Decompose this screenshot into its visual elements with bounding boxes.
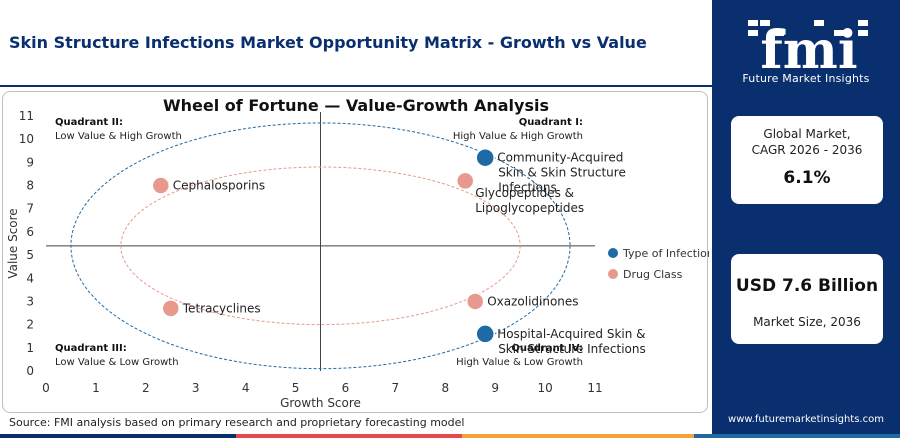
y-tick-label-0: 0 xyxy=(26,364,34,378)
x-tick-label-0: 0 xyxy=(42,381,50,395)
legend-marker-type-of-infection xyxy=(608,248,618,258)
point-hospital-acquired-skin-skin-structure-infections xyxy=(475,324,495,344)
logo-mark-7 xyxy=(834,30,844,36)
y-tick-label-7: 7 xyxy=(26,202,34,216)
outer-ellipse xyxy=(70,122,571,370)
x-tick-label-2: 2 xyxy=(142,381,150,395)
quadrant-iii-title: Quadrant III: xyxy=(55,343,127,354)
point-glycopeptides-lipoglycopeptides xyxy=(455,171,475,191)
header-divider xyxy=(0,85,712,87)
legend-label-type-of-infection: Type of Infection xyxy=(622,247,709,260)
y-tick-label-1: 1 xyxy=(26,341,34,355)
x-axis-label: Growth Score xyxy=(280,396,361,410)
y-tick-label-8: 8 xyxy=(26,179,34,193)
cagr-card: Global Market, CAGR 2026 - 2036 6.1% xyxy=(731,116,883,204)
quadrant-iii-subtitle: Low Value & Low Growth xyxy=(55,357,179,368)
page-title: Skin Structure Infections Market Opportu… xyxy=(9,33,647,52)
point-label-glycopeptides-lipoglycopeptides-line1: Glycopeptides & xyxy=(475,186,574,200)
opportunity-matrix-chart: Wheel of Fortune — Value-Growth Analysis… xyxy=(6,96,709,410)
bottom-bar-segment-blue xyxy=(694,434,900,438)
point-community-acquired-skin-skin-structure-infections xyxy=(475,147,495,168)
source-note: Source: FMI analysis based on primary re… xyxy=(9,416,465,429)
legend-marker-drug-class xyxy=(608,269,618,279)
chart-panel: Wheel of Fortune — Value-Growth Analysis… xyxy=(2,91,709,413)
y-tick-label-5: 5 xyxy=(26,248,34,262)
chart-title: Wheel of Fortune — Value-Growth Analysis xyxy=(163,96,549,115)
inner-ellipse xyxy=(120,166,521,326)
y-tick-label-11: 11 xyxy=(19,109,34,123)
y-tick-label-4: 4 xyxy=(26,271,34,285)
market-size-value: USD 7.6 Billion xyxy=(735,276,879,296)
logo-mark-4 xyxy=(858,20,868,26)
point-label-community-acquired-skin-skin-structure-infections-line3: Infections xyxy=(498,181,557,195)
logo-mark-3 xyxy=(814,20,824,26)
point-label-hospital-acquired-skin-skin-structure-infections-line1: Hospital-Acquired Skin & xyxy=(497,327,645,341)
logo-mark-1 xyxy=(748,20,758,26)
x-tick-label-10: 10 xyxy=(537,381,552,395)
cagr-value: 6.1% xyxy=(783,168,831,188)
bottom-bar-segment-orange xyxy=(462,434,694,438)
y-tick-label-9: 9 xyxy=(26,155,34,169)
x-tick-label-3: 3 xyxy=(192,381,200,395)
point-tetracyclines xyxy=(161,299,181,318)
point-label-hospital-acquired-skin-skin-structure-infections-line2: Skin Structure Infections xyxy=(498,342,646,356)
x-tick-label-11: 11 xyxy=(587,381,602,395)
x-tick-label-5: 5 xyxy=(292,381,300,395)
point-label-tetracyclines-line1: Tetracyclines xyxy=(182,301,261,315)
x-tick-label-7: 7 xyxy=(392,381,400,395)
logo-subtitle: Future Market Insights xyxy=(742,72,870,85)
point-label-community-acquired-skin-skin-structure-infections-line2: Skin & Skin Structure xyxy=(498,166,626,180)
y-tick-label-6: 6 xyxy=(26,225,34,239)
point-label-cephalosporins-line1: Cephalosporins xyxy=(173,179,265,193)
market-size-card: USD 7.6 Billion Market Size, 2036 xyxy=(731,254,883,344)
cagr-label-line2: CAGR 2026 - 2036 xyxy=(751,143,863,157)
fmi-logo: fmi xyxy=(748,20,868,81)
point-label-glycopeptides-lipoglycopeptides-line2: Lipoglycopeptides xyxy=(475,201,584,215)
point-label-oxazolidinones-line1: Oxazolidinones xyxy=(487,294,578,308)
x-tick-label-9: 9 xyxy=(491,381,499,395)
website-link[interactable]: www.futuremarketinsights.com xyxy=(728,414,884,425)
quadrant-i-title: Quadrant I: xyxy=(519,117,583,128)
bottom-color-bar xyxy=(0,434,900,438)
y-tick-label-2: 2 xyxy=(26,318,34,332)
quadrant-ii-subtitle: Low Value & High Growth xyxy=(55,131,182,142)
bottom-bar-segment-red xyxy=(236,434,462,438)
cagr-label-line1: Global Market, xyxy=(763,127,851,141)
point-oxazolidinones xyxy=(465,292,485,311)
x-tick-label-8: 8 xyxy=(441,381,449,395)
logo-mark-8 xyxy=(858,30,868,36)
x-tick-label-4: 4 xyxy=(242,381,250,395)
logo-mark-5 xyxy=(748,30,758,36)
quadrant-ii-title: Quadrant II: xyxy=(55,117,123,128)
logo-mark-6 xyxy=(774,30,784,36)
sidebar-panel: fmi Future Market Insights Global Market… xyxy=(712,0,900,434)
x-tick-label-6: 6 xyxy=(342,381,350,395)
point-label-community-acquired-skin-skin-structure-infections-line1: Community-Acquired xyxy=(497,151,623,165)
y-tick-label-3: 3 xyxy=(26,294,34,308)
bottom-bar-segment-navy xyxy=(0,434,236,438)
quadrant-iv-title: Quadrant IV: xyxy=(511,343,583,354)
y-axis-label: Value Score xyxy=(6,208,20,278)
y-tick-label-10: 10 xyxy=(19,132,34,146)
x-tick-label-1: 1 xyxy=(92,381,100,395)
quadrant-i-subtitle: High Value & High Growth xyxy=(453,131,583,142)
quadrant-iv-subtitle: High Value & Low Growth xyxy=(456,357,583,368)
market-size-label: Market Size, 2036 xyxy=(753,315,861,329)
logo-text: fmi xyxy=(760,20,857,81)
point-cephalosporins xyxy=(151,176,171,195)
logo-mark-2 xyxy=(760,20,770,26)
legend-label-drug-class: Drug Class xyxy=(623,268,683,281)
